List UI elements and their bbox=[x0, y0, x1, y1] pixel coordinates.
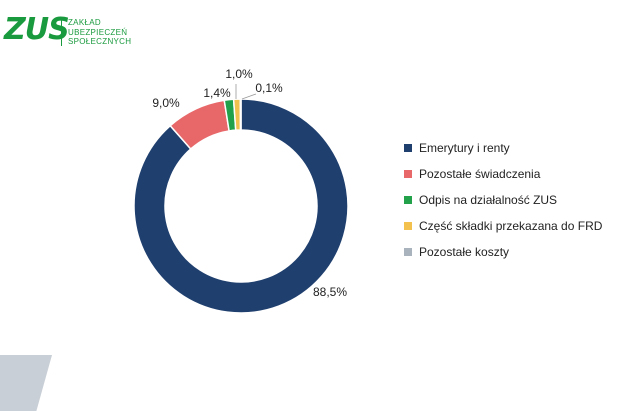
data-label: 1,0% bbox=[225, 67, 253, 81]
donut-slice bbox=[133, 98, 349, 314]
legend-item: Pozostałe koszty bbox=[404, 239, 602, 265]
data-label: 0,1% bbox=[255, 81, 283, 95]
logo-mark: ZUS bbox=[4, 12, 70, 47]
data-label: 9,0% bbox=[152, 96, 180, 110]
logo-line-1: ZAKŁAD bbox=[68, 18, 101, 27]
legend-item: Pozostałe świadczenia bbox=[404, 161, 602, 187]
legend-label: Emerytury i renty bbox=[419, 141, 510, 155]
legend-item: Emerytury i renty bbox=[404, 135, 602, 161]
chart-legend: Emerytury i renty Pozostałe świadczenia Od… bbox=[404, 135, 602, 265]
logo-text: ZAKŁAD UBEZPIECZEŃ SPOŁECZNYCH bbox=[68, 18, 131, 47]
data-label: 1,4% bbox=[203, 86, 231, 100]
legend-swatch bbox=[404, 144, 412, 152]
leader-line bbox=[241, 93, 257, 100]
donut-slice bbox=[239, 98, 242, 131]
logo-line-3: SPOŁECZNYCH bbox=[68, 37, 132, 46]
legend-swatch bbox=[404, 222, 412, 230]
logo-line-2: UBEZPIECZEŃ bbox=[68, 27, 128, 37]
legend-label: Pozostałe świadczenia bbox=[419, 167, 541, 181]
legend-item: Odpis na działalność ZUS bbox=[404, 187, 602, 213]
zus-logo: ZUS ZAKŁAD UBEZPIECZEŃ SPOŁECZNYCH bbox=[4, 14, 144, 54]
legend-label: Część składki przekazana do FRD bbox=[419, 219, 603, 233]
legend-swatch bbox=[404, 196, 412, 204]
legend-label: Odpis na działalność ZUS bbox=[419, 193, 558, 207]
logo-divider bbox=[61, 18, 62, 46]
legend-item: Część składki przekazana do FRD bbox=[404, 213, 602, 239]
legend-label: Pozostałe koszty bbox=[419, 245, 510, 259]
legend-swatch bbox=[404, 170, 412, 178]
legend-swatch bbox=[404, 248, 412, 256]
data-label: 88,5% bbox=[313, 285, 347, 299]
